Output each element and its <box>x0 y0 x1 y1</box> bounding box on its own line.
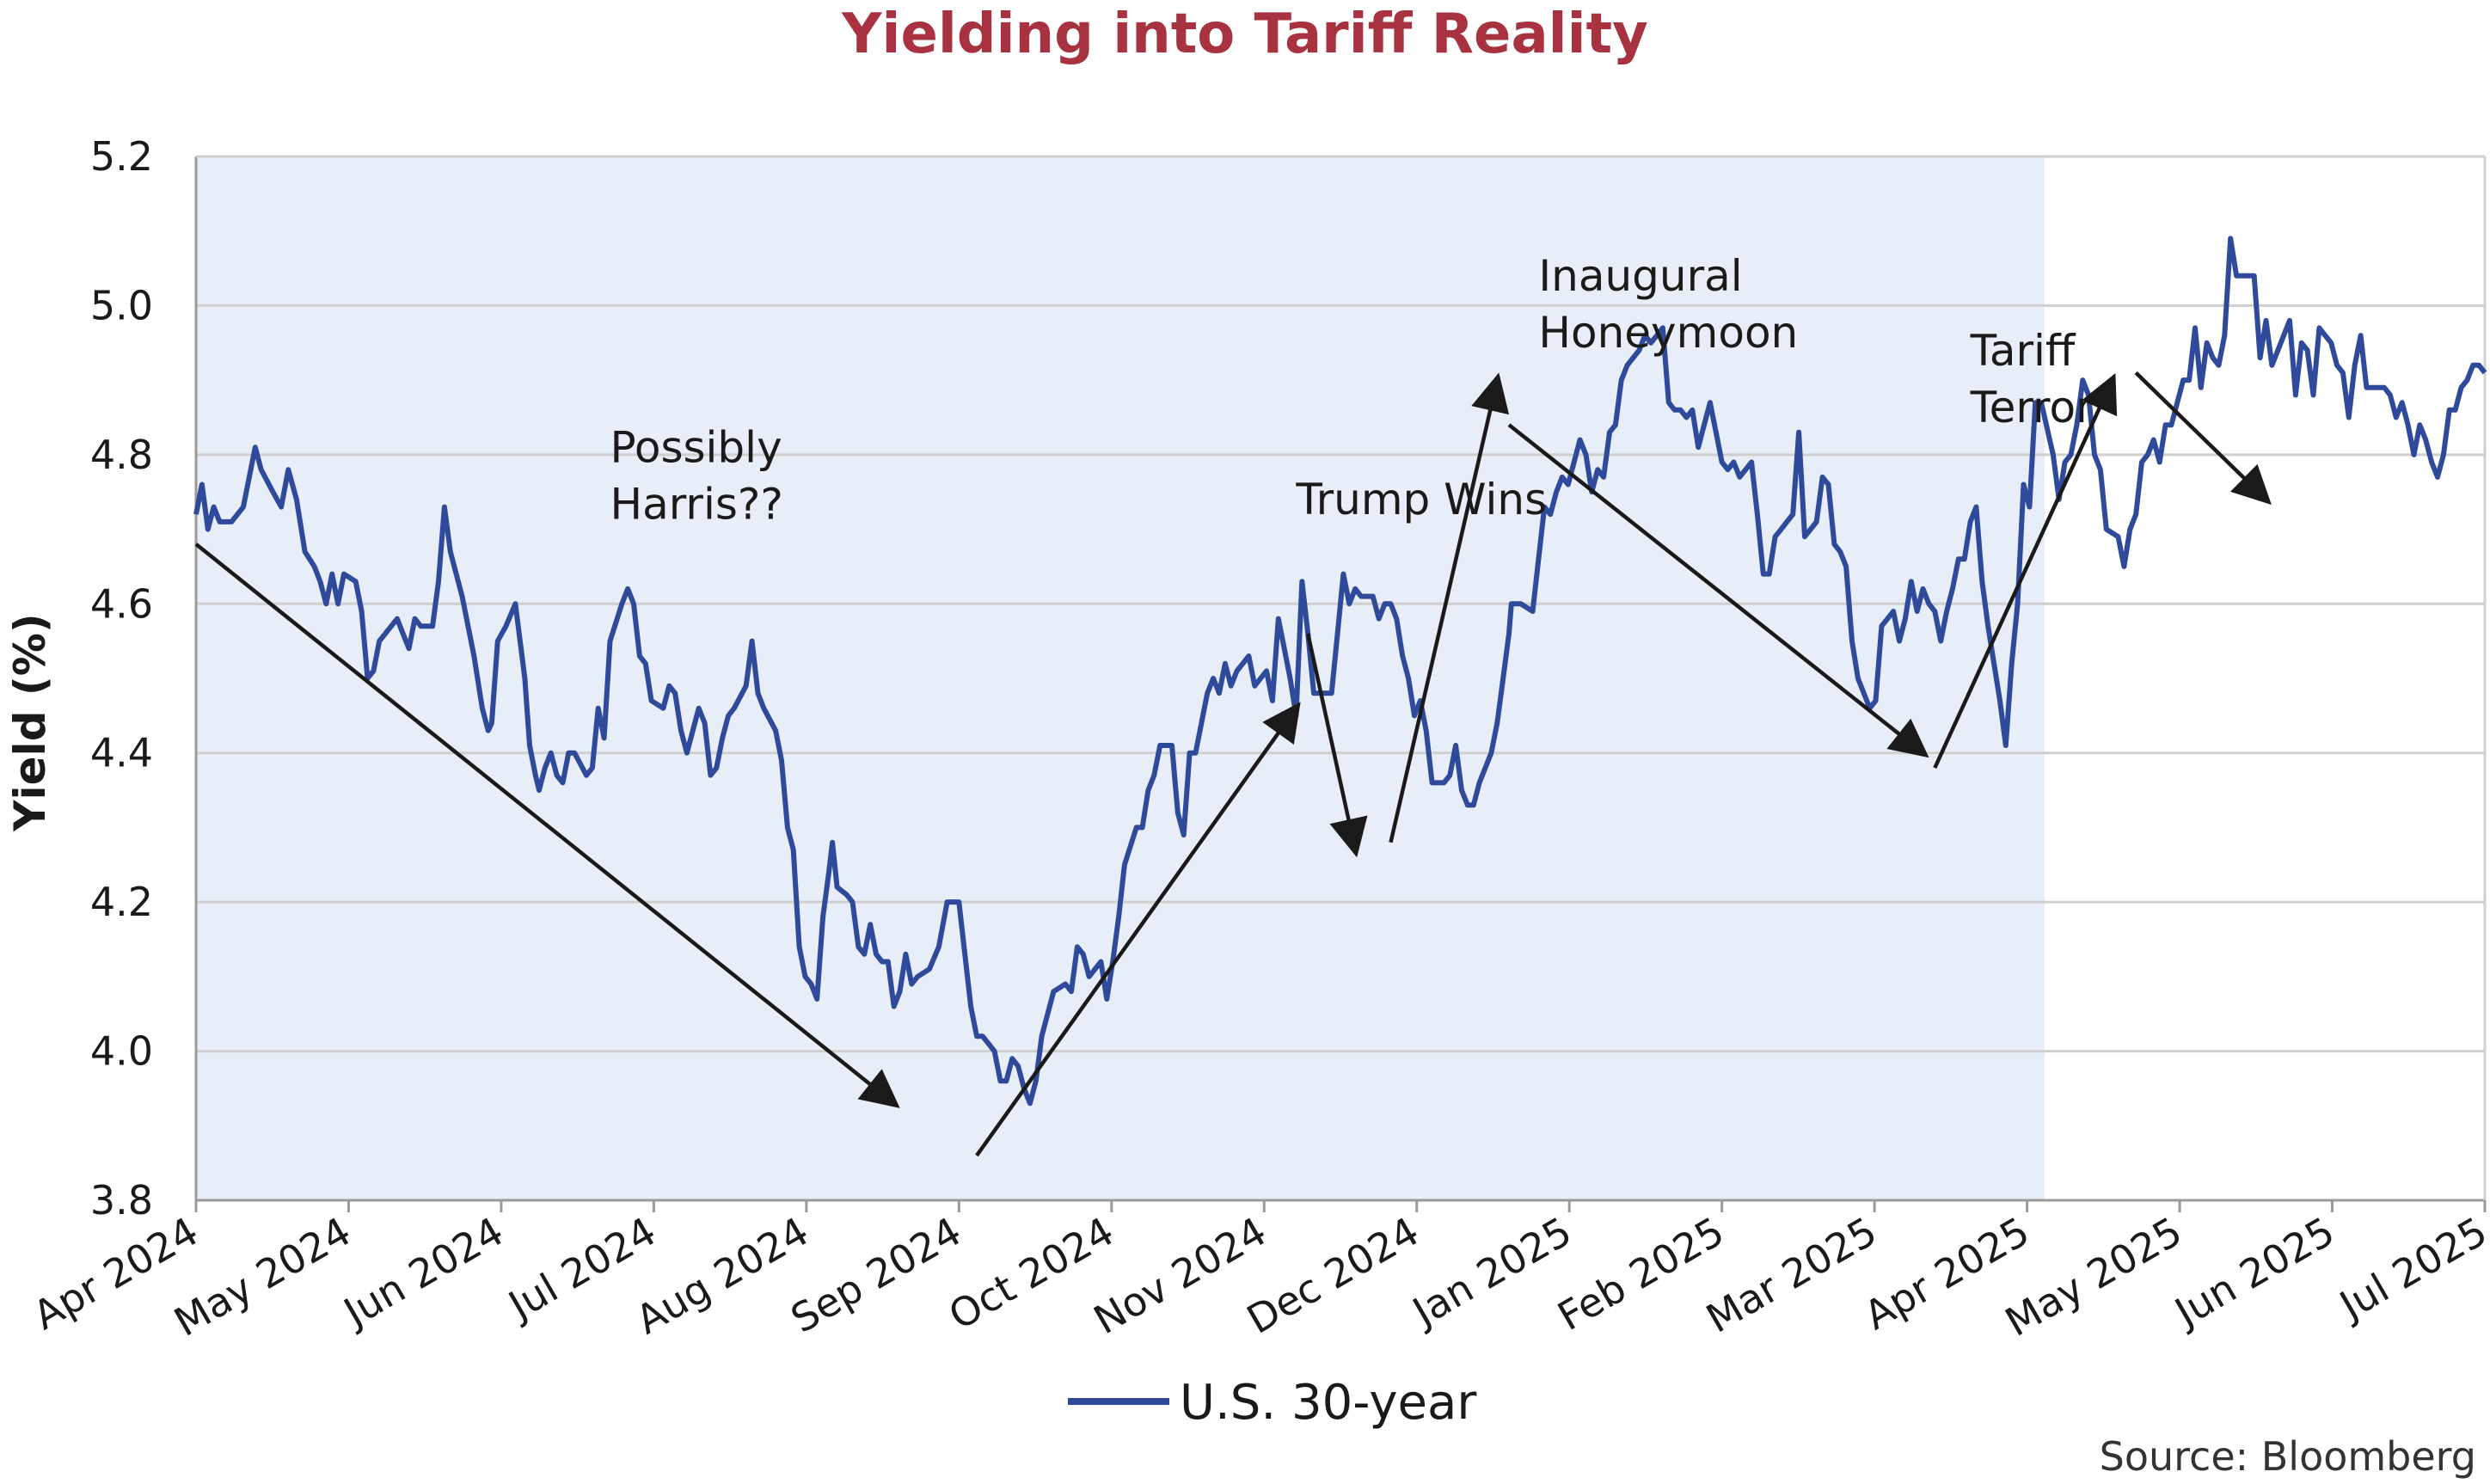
y-tick-label: 4.4 <box>90 730 153 776</box>
x-tick-label: Jun 2024 <box>334 1208 512 1337</box>
trend-arrow <box>2134 371 2272 506</box>
x-tick-label: Jan 2025 <box>1403 1208 1579 1337</box>
x-tick-label: Jul 2025 <box>2330 1208 2490 1330</box>
annotation-label: Inaugural Honeymoon <box>1538 251 1798 358</box>
y-tick-label: 4.0 <box>90 1028 153 1075</box>
legend-label: U.S. 30-year <box>1180 1375 1477 1431</box>
shaded-region-layer <box>196 156 2045 1200</box>
x-tick-label: Mar 2025 <box>1698 1208 1884 1342</box>
y-tick-label: 4.2 <box>90 879 153 925</box>
y-tick-label: 5.0 <box>90 282 153 328</box>
y-tick-layer: 3.8 4.0 4.2 4.4 4.6 4.8 5.0 5.2 <box>90 133 153 1223</box>
x-tick-label: Feb 2025 <box>1550 1208 1733 1340</box>
series-layer <box>193 236 2487 1107</box>
trend-arrow <box>1305 633 1368 858</box>
annotation-label: Possibly Harris?? <box>610 423 783 530</box>
x-tick-label: Aug 2024 <box>629 1208 817 1344</box>
trend-arrow <box>1933 372 2118 769</box>
annotation-label: Trump Wins <box>1295 475 1547 524</box>
x-tick-label: Sep 2024 <box>783 1208 969 1342</box>
x-tick-label: May 2025 <box>1997 1208 2189 1346</box>
annotation-layer: Possibly Harris?? Trump Wins Inaugural Honey… <box>610 251 2094 529</box>
trend-arrow <box>975 702 1301 1157</box>
y-tick-label: 3.8 <box>90 1177 153 1223</box>
chart-title: Yielding into Tariff Reality <box>842 3 1648 66</box>
legend: U.S. 30-year <box>1068 1375 1477 1431</box>
annotation-label: Tariff Terror <box>1970 326 2094 432</box>
x-tick-label: Dec 2024 <box>1239 1208 1426 1343</box>
plot-frame-layer <box>194 155 2487 1202</box>
y-tick-label: 4.8 <box>90 432 153 478</box>
source-note: Source: Bloomberg <box>2100 1433 2476 1480</box>
x-tick-label: Jun 2025 <box>2165 1208 2342 1337</box>
y-axis-label: Yield (%) <box>5 613 55 831</box>
trend-arrow <box>194 543 900 1108</box>
x-tick-label: Nov 2024 <box>1086 1208 1274 1343</box>
x-tick-label: May 2024 <box>167 1208 359 1346</box>
trend-arrow-layer <box>194 371 2272 1157</box>
shaded-region <box>196 156 2045 1200</box>
trend-arrow <box>1389 372 1510 843</box>
trend-arrow <box>1507 423 1929 758</box>
y-tick-label: 5.2 <box>90 133 153 180</box>
series-line-us-30-year <box>193 236 2487 1107</box>
y-tick-label: 4.6 <box>90 580 153 627</box>
